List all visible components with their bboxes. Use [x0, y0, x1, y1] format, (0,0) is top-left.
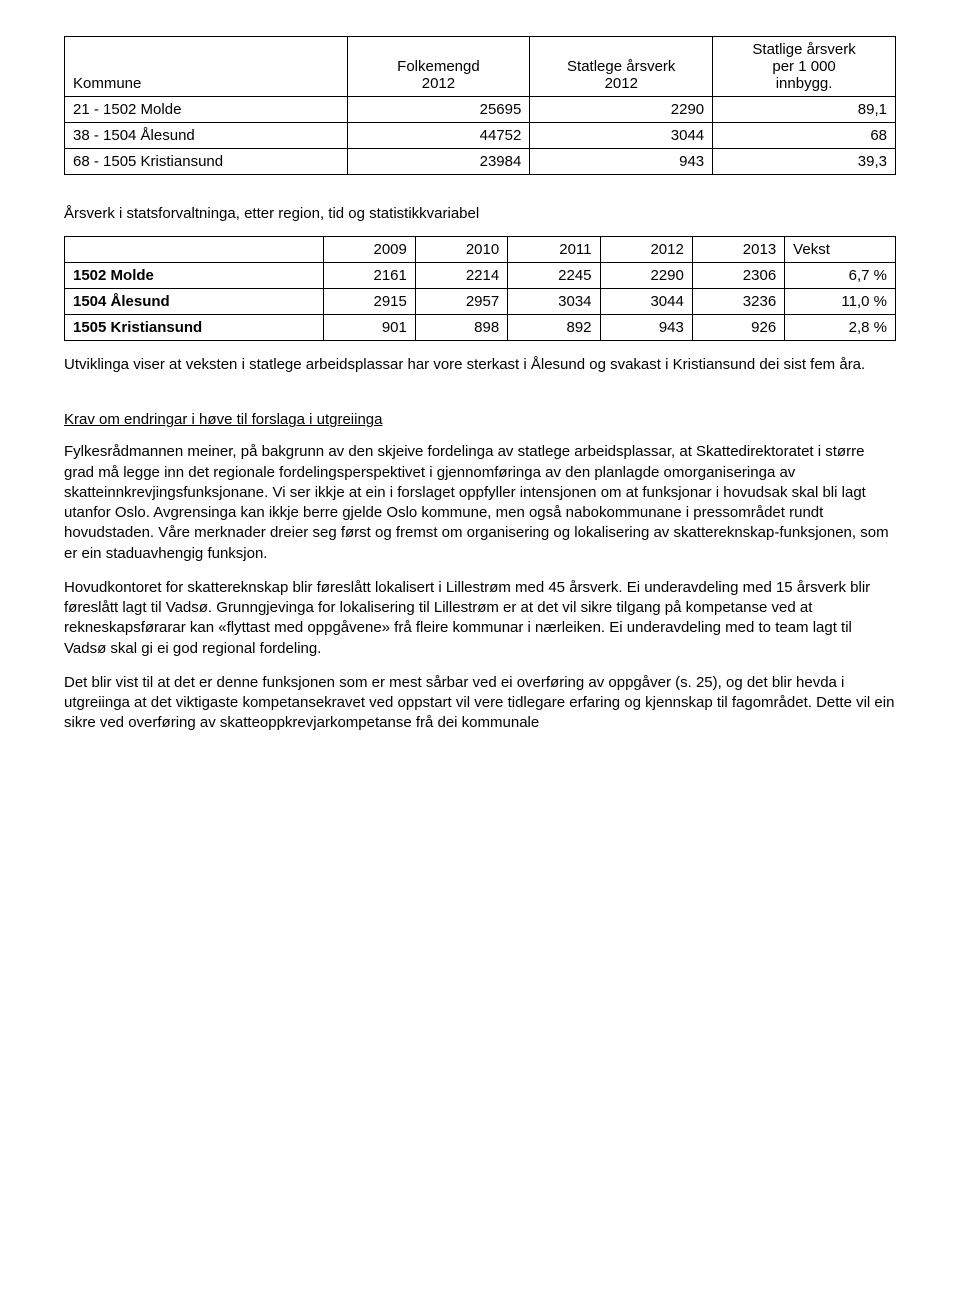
table-row: 68 - 1505 Kristiansund 23984 943 39,3: [65, 149, 896, 175]
th-folkemengd-line1: Folkemengd: [356, 58, 522, 75]
th-vekst: Vekst: [785, 237, 896, 263]
cell: 926: [692, 315, 784, 341]
table-row: 1502 Molde 2161 2214 2245 2290 2306 6,7 …: [65, 263, 896, 289]
cell-name: 21 - 1502 Molde: [65, 97, 348, 123]
cell-name: 38 - 1504 Ålesund: [65, 123, 348, 149]
cell-v2: 3044: [530, 123, 713, 149]
cell: 943: [600, 315, 692, 341]
cell-v3: 68: [713, 123, 896, 149]
table-row: 21 - 1502 Molde 25695 2290 89,1: [65, 97, 896, 123]
th-statlege: Statlege årsverk 2012: [530, 37, 713, 97]
paragraph-utviklinga: Utviklinga viser at veksten i statlege a…: [64, 355, 896, 375]
cell: 2915: [323, 289, 415, 315]
cell: 2,8 %: [785, 315, 896, 341]
table2-caption: Årsverk i statsforvaltninga, etter regio…: [64, 205, 896, 222]
cell: 2161: [323, 263, 415, 289]
th-statlige: Statlige årsverk per 1 000 innbygg.: [713, 37, 896, 97]
cell-v3: 39,3: [713, 149, 896, 175]
cell-v1: 23984: [347, 149, 530, 175]
th-statlege-line1: Statlege årsverk: [538, 58, 704, 75]
cell: 11,0 %: [785, 289, 896, 315]
cell: 2245: [508, 263, 600, 289]
th-statlige-line3: innbygg.: [721, 75, 887, 92]
cell: 3034: [508, 289, 600, 315]
cell: 2957: [415, 289, 507, 315]
th-folkemengd-line2: 2012: [356, 75, 522, 92]
cell: 3236: [692, 289, 784, 315]
cell-v1: 44752: [347, 123, 530, 149]
table-row: 38 - 1504 Ålesund 44752 3044 68: [65, 123, 896, 149]
cell-v3: 89,1: [713, 97, 896, 123]
th-year: 2012: [600, 237, 692, 263]
paragraph-fylkesrådmannen: Fylkesrådmannen meiner, på bakgrunn av d…: [64, 442, 896, 564]
th-statlege-line2: 2012: [538, 75, 704, 92]
cell-v2: 943: [530, 149, 713, 175]
cell: 2214: [415, 263, 507, 289]
cell-name: 1505 Kristiansund: [65, 315, 324, 341]
cell-name: 68 - 1505 Kristiansund: [65, 149, 348, 175]
cell: 2306: [692, 263, 784, 289]
cell-name: 1504 Ålesund: [65, 289, 324, 315]
th-folkemengd: Folkemengd 2012: [347, 37, 530, 97]
cell-name: 1502 Molde: [65, 263, 324, 289]
th-statlige-line2: per 1 000: [721, 58, 887, 75]
paragraph-det-blir-vist: Det blir vist til at det er denne funksj…: [64, 673, 896, 734]
cell-v2: 2290: [530, 97, 713, 123]
table-kommune-årsverk: Kommune Folkemengd 2012 Statlege årsverk…: [64, 36, 896, 175]
cell: 892: [508, 315, 600, 341]
table-årsverk-region: 2009 2010 2011 2012 2013 Vekst 1502 Mold…: [64, 236, 896, 341]
th-empty: [65, 237, 324, 263]
th-year: 2013: [692, 237, 784, 263]
cell: 2290: [600, 263, 692, 289]
cell: 3044: [600, 289, 692, 315]
th-kommune-text: Kommune: [73, 75, 339, 92]
paragraph-hovudkontoret: Hovudkontoret for skattereknskap blir fø…: [64, 578, 896, 659]
th-statlige-line1: Statlige årsverk: [721, 41, 887, 58]
th-kommune: Kommune: [65, 37, 348, 97]
cell: 6,7 %: [785, 263, 896, 289]
table-row: 1505 Kristiansund 901 898 892 943 926 2,…: [65, 315, 896, 341]
cell: 901: [323, 315, 415, 341]
cell-v1: 25695: [347, 97, 530, 123]
th-year: 2011: [508, 237, 600, 263]
section-heading-krav: Krav om endringar i høve til forslaga i …: [64, 411, 896, 428]
cell: 898: [415, 315, 507, 341]
table-row: 1504 Ålesund 2915 2957 3034 3044 3236 11…: [65, 289, 896, 315]
th-year: 2010: [415, 237, 507, 263]
th-year: 2009: [323, 237, 415, 263]
